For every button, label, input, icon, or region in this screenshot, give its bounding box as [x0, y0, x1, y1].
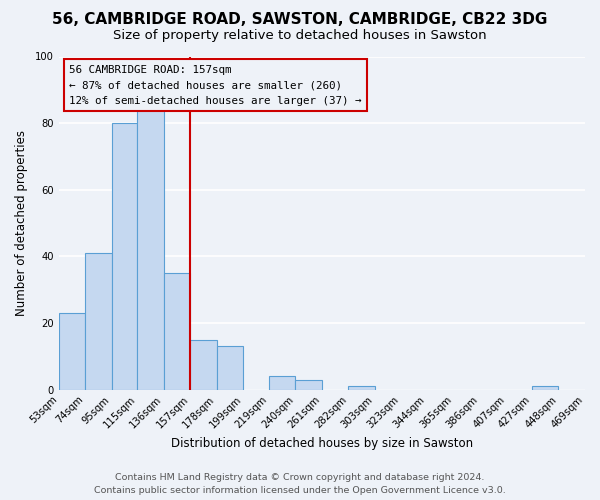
Bar — [85, 253, 112, 390]
Bar — [164, 273, 190, 390]
Bar — [349, 386, 375, 390]
Bar — [269, 376, 295, 390]
Bar — [112, 123, 137, 390]
Text: Contains HM Land Registry data © Crown copyright and database right 2024.
Contai: Contains HM Land Registry data © Crown c… — [94, 474, 506, 495]
Bar — [217, 346, 244, 390]
Bar — [137, 110, 164, 390]
X-axis label: Distribution of detached houses by size in Sawston: Distribution of detached houses by size … — [171, 437, 473, 450]
Text: 56 CAMBRIDGE ROAD: 157sqm
← 87% of detached houses are smaller (260)
12% of semi: 56 CAMBRIDGE ROAD: 157sqm ← 87% of detac… — [69, 65, 362, 106]
Bar — [59, 313, 85, 390]
Text: Size of property relative to detached houses in Sawston: Size of property relative to detached ho… — [113, 29, 487, 42]
Y-axis label: Number of detached properties: Number of detached properties — [15, 130, 28, 316]
Bar — [190, 340, 217, 390]
Bar — [295, 380, 322, 390]
Text: 56, CAMBRIDGE ROAD, SAWSTON, CAMBRIDGE, CB22 3DG: 56, CAMBRIDGE ROAD, SAWSTON, CAMBRIDGE, … — [52, 12, 548, 28]
Bar — [532, 386, 559, 390]
